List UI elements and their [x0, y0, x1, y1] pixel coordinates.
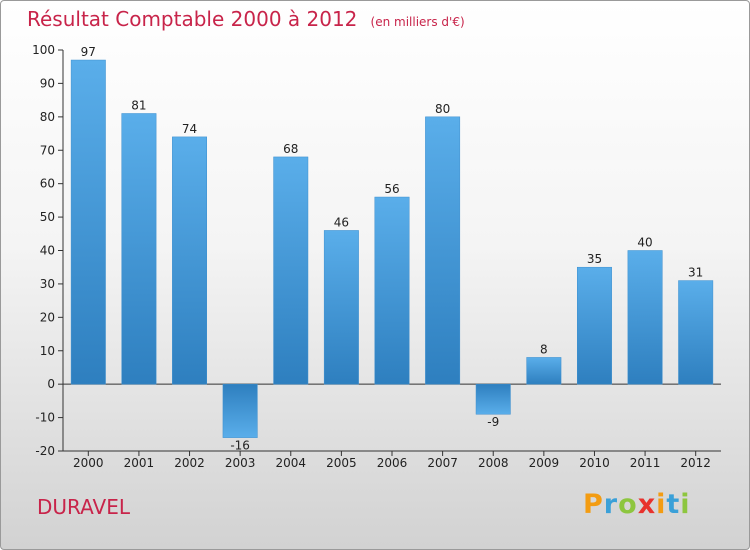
value-label-2009: 8 — [540, 342, 548, 356]
bar-2007[interactable] — [425, 116, 461, 385]
y-tick-label: 80 — [40, 110, 55, 124]
value-label-2007: 80 — [435, 102, 450, 116]
value-label-2001: 81 — [131, 98, 146, 112]
value-labels: 97 81 74 -16 68 46 56 80 -9 8 35 40 31 — [81, 45, 704, 453]
chart-subtitle: (en milliers d'€) — [370, 15, 465, 29]
value-label-2004: 68 — [283, 142, 298, 156]
y-tick-label: 100 — [32, 43, 55, 57]
y-tick-label: 20 — [40, 310, 55, 324]
y-axis: -20 -10 0 10 20 30 40 50 60 70 80 90 100 — [32, 43, 64, 458]
commune-name: DURAVEL — [37, 495, 130, 519]
value-label-2010: 35 — [587, 252, 602, 266]
logo-letter: r — [603, 489, 619, 520]
x-tick-label: 2006 — [377, 456, 408, 470]
bar-2004[interactable] — [273, 156, 309, 385]
bar-2006[interactable] — [374, 196, 410, 385]
value-label-2003: -16 — [230, 439, 250, 453]
x-tick-label: 2000 — [73, 456, 104, 470]
x-tick-label: 2012 — [680, 456, 711, 470]
x-tick-label: 2002 — [174, 456, 205, 470]
x-tick-label: 2001 — [124, 456, 155, 470]
logo-letter: x — [637, 489, 657, 520]
logo-letter: i — [656, 489, 667, 520]
bar-2000[interactable] — [70, 59, 106, 385]
x-tick-label: 2008 — [478, 456, 509, 470]
value-label-2006: 56 — [384, 182, 399, 196]
value-label-2008: -9 — [487, 415, 499, 429]
bar-2005[interactable] — [323, 230, 359, 385]
x-tick-label: 2010 — [579, 456, 610, 470]
y-tick-label: 30 — [40, 277, 55, 291]
bar-2010[interactable] — [577, 266, 612, 385]
chart-title: Résultat Comptable 2000 à 2012 — [27, 7, 358, 31]
y-tick-label: -10 — [35, 411, 55, 425]
y-tick-label: 90 — [40, 76, 55, 90]
y-tick-label: 60 — [40, 177, 55, 191]
bar-2001[interactable] — [121, 113, 157, 385]
logo-letter: o — [618, 489, 638, 520]
value-label-2005: 46 — [334, 215, 349, 229]
proxiti-logo[interactable]: Proxiti — [583, 489, 691, 520]
bar-2011[interactable] — [627, 250, 663, 385]
y-tick-label: -20 — [35, 444, 55, 458]
x-tick-label: 2004 — [275, 456, 306, 470]
x-tick-label: 2005 — [326, 456, 357, 470]
value-label-2012: 31 — [688, 266, 703, 280]
logo-letter: t — [666, 489, 681, 520]
bar-2009[interactable] — [526, 357, 562, 385]
value-label-2002: 74 — [182, 122, 197, 136]
logo-letter: i — [680, 489, 691, 520]
y-tick-label: 10 — [40, 344, 55, 358]
bars — [70, 59, 714, 438]
y-tick-label: 50 — [40, 210, 55, 224]
x-tick-label: 2009 — [529, 456, 560, 470]
logo-letter: P — [583, 489, 604, 520]
title-row: Résultat Comptable 2000 à 2012 (en milli… — [27, 7, 465, 31]
x-axis: 2000 2001 2002 2003 2004 2005 2006 2007 2008 2009… — [63, 383, 721, 470]
x-tick-label: 2007 — [427, 456, 458, 470]
bar-2002[interactable] — [172, 136, 207, 385]
bar-2008[interactable] — [475, 383, 511, 415]
value-label-2011: 40 — [637, 236, 652, 250]
bar-2012[interactable] — [678, 280, 714, 385]
y-tick-label: 0 — [47, 377, 55, 391]
bar-2003[interactable] — [222, 383, 258, 438]
value-label-2000: 97 — [81, 45, 96, 59]
y-tick-label: 40 — [40, 244, 55, 258]
x-tick-label: 2011 — [630, 456, 661, 470]
x-tick-label: 2003 — [225, 456, 256, 470]
y-tick-label: 70 — [40, 143, 55, 157]
